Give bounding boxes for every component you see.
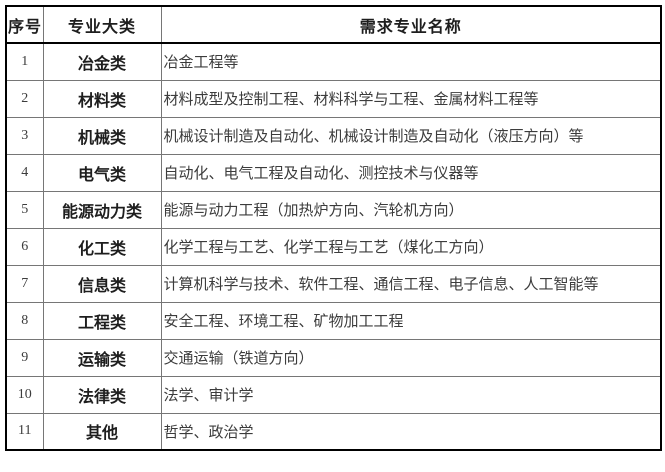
table-row: 9 运输类 交通运输（铁道方向） [5, 338, 662, 377]
majors-cell: 冶金工程等 [160, 42, 662, 81]
row-number-cell: 4 [5, 153, 44, 192]
majors-cell: 计算机科学与技术、软件工程、通信工程、电子信息、人工智能等 [160, 264, 662, 303]
header-category: 专业大类 [42, 5, 162, 44]
majors-cell: 化学工程与工艺、化学工程与工艺（煤化工方向） [160, 227, 662, 266]
table-row: 11 其他 哲学、政治学 [5, 412, 662, 451]
table-row: 8 工程类 安全工程、环境工程、矿物加工工程 [5, 301, 662, 340]
majors-demand-table: 序号 专业大类 需求专业名称 1 冶金类 冶金工程等 2 材料类 材料成型及控制… [5, 5, 662, 451]
row-number-cell: 3 [5, 116, 44, 155]
header-row: 序号 专业大类 需求专业名称 [5, 5, 662, 44]
table-row: 3 机械类 机械设计制造及自动化、机械设计制造及自动化（液压方向）等 [5, 116, 662, 155]
majors-cell: 自动化、电气工程及自动化、测控技术与仪器等 [160, 153, 662, 192]
row-number-cell: 11 [5, 412, 44, 451]
row-number-cell: 5 [5, 190, 44, 229]
majors-cell: 哲学、政治学 [160, 412, 662, 451]
category-cell: 电气类 [42, 153, 162, 192]
majors-table-container: 序号 专业大类 需求专业名称 1 冶金类 冶金工程等 2 材料类 材料成型及控制… [5, 5, 662, 451]
majors-cell: 机械设计制造及自动化、机械设计制造及自动化（液压方向）等 [160, 116, 662, 155]
table-row: 5 能源动力类 能源与动力工程（加热炉方向、汽轮机方向） [5, 190, 662, 229]
majors-cell: 交通运输（铁道方向） [160, 338, 662, 377]
row-number-cell: 6 [5, 227, 44, 266]
category-cell: 机械类 [42, 116, 162, 155]
header-serial-number: 序号 [5, 5, 44, 44]
table-row: 10 法律类 法学、审计学 [5, 375, 662, 414]
table-row: 2 材料类 材料成型及控制工程、材料科学与工程、金属材料工程等 [5, 79, 662, 118]
category-cell: 能源动力类 [42, 190, 162, 229]
table-row: 7 信息类 计算机科学与技术、软件工程、通信工程、电子信息、人工智能等 [5, 264, 662, 303]
majors-cell: 材料成型及控制工程、材料科学与工程、金属材料工程等 [160, 79, 662, 118]
table-row: 6 化工类 化学工程与工艺、化学工程与工艺（煤化工方向） [5, 227, 662, 266]
table-row: 1 冶金类 冶金工程等 [5, 42, 662, 81]
majors-cell: 法学、审计学 [160, 375, 662, 414]
row-number-cell: 9 [5, 338, 44, 377]
row-number-cell: 2 [5, 79, 44, 118]
category-cell: 信息类 [42, 264, 162, 303]
majors-cell: 能源与动力工程（加热炉方向、汽轮机方向） [160, 190, 662, 229]
category-cell: 化工类 [42, 227, 162, 266]
row-number-cell: 1 [5, 42, 44, 81]
category-cell: 工程类 [42, 301, 162, 340]
table-row: 4 电气类 自动化、电气工程及自动化、测控技术与仪器等 [5, 153, 662, 192]
row-number-cell: 8 [5, 301, 44, 340]
table-body: 1 冶金类 冶金工程等 2 材料类 材料成型及控制工程、材料科学与工程、金属材料… [5, 42, 662, 451]
category-cell: 运输类 [42, 338, 162, 377]
majors-cell: 安全工程、环境工程、矿物加工工程 [160, 301, 662, 340]
category-cell: 材料类 [42, 79, 162, 118]
category-cell: 其他 [42, 412, 162, 451]
row-number-cell: 7 [5, 264, 44, 303]
header-majors: 需求专业名称 [160, 5, 662, 44]
table-header: 序号 专业大类 需求专业名称 [5, 5, 662, 44]
category-cell: 法律类 [42, 375, 162, 414]
row-number-cell: 10 [5, 375, 44, 414]
category-cell: 冶金类 [42, 42, 162, 81]
